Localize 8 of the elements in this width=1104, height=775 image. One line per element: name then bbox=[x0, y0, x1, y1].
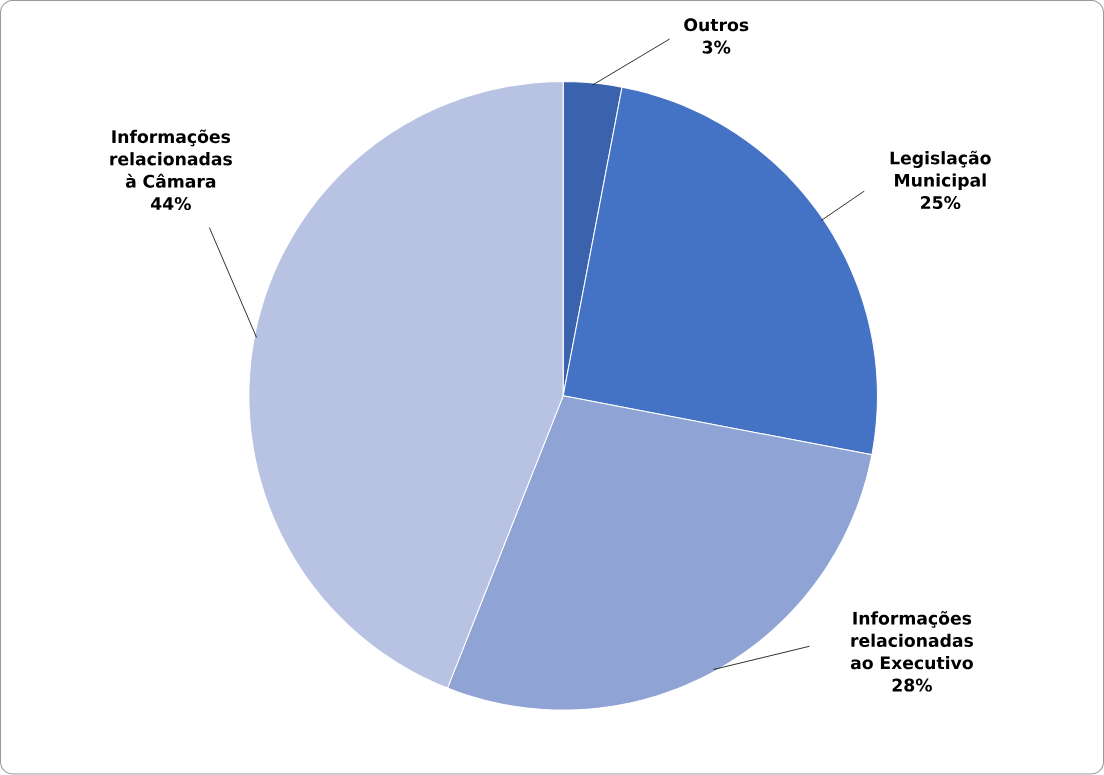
data-label: 3% bbox=[702, 40, 731, 54]
data-label: 25% bbox=[921, 196, 961, 210]
slice-label: Informações relacionadas ao Executivo bbox=[850, 611, 974, 670]
data-label: 44% bbox=[150, 197, 191, 211]
slice-label: Informações relacionadas à Câmara bbox=[110, 129, 232, 188]
slice-label: Outros bbox=[684, 18, 749, 32]
data-label: 28% bbox=[892, 678, 932, 692]
slice-label: Legislação Municipal bbox=[890, 151, 991, 191]
